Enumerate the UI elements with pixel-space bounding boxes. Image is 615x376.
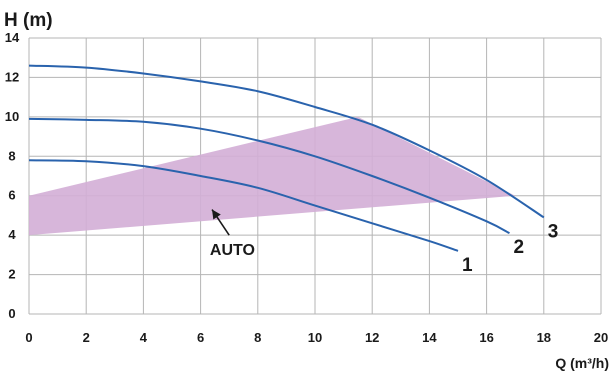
grid-lines (28, 37, 602, 315)
x-tick-label: 20 (594, 330, 608, 345)
curve-1 (28, 159, 459, 252)
y-tick-labels: 0 2 4 6 8 10 12 14 (5, 30, 20, 321)
y-tick-label: 12 (5, 69, 19, 84)
auto-region (29, 116, 516, 236)
y-tick-label: 10 (5, 109, 19, 124)
y-axis-title: H (m) (4, 10, 53, 31)
x-tick-label: 12 (365, 330, 379, 345)
curve-label-2: 2 (513, 237, 524, 258)
curve-labels: 1 2 3 (462, 221, 558, 276)
y-tick-label: 4 (8, 227, 16, 242)
x-tick-label: 18 (537, 330, 551, 345)
y-tick-label: 0 (8, 306, 15, 321)
x-tick-label: 8 (254, 330, 261, 345)
y-tick-label: 8 (8, 148, 15, 163)
auto-arrow (211, 209, 230, 236)
curve-label-1: 1 (462, 255, 473, 276)
x-axis-title: Q (m³/h) (555, 355, 609, 371)
curve-2 (28, 117, 510, 235)
x-tick-label: 6 (197, 330, 204, 345)
x-tick-label: 0 (25, 330, 32, 345)
y-tick-label: 14 (5, 30, 20, 45)
y-tick-label: 2 (8, 267, 15, 282)
pump-curves (28, 64, 545, 252)
x-tick-label: 4 (140, 330, 148, 345)
x-tick-label: 16 (479, 330, 493, 345)
x-tick-label: 14 (422, 330, 437, 345)
auto-label: AUTO (210, 242, 255, 259)
y-tick-label: 6 (8, 188, 15, 203)
curve-3 (28, 64, 545, 219)
x-tick-label: 10 (308, 330, 322, 345)
curve-label-3: 3 (548, 221, 559, 242)
x-tick-labels: 0 2 4 6 8 10 12 14 16 18 20 (25, 330, 608, 345)
x-tick-label: 2 (83, 330, 90, 345)
arrow-head (212, 209, 221, 220)
